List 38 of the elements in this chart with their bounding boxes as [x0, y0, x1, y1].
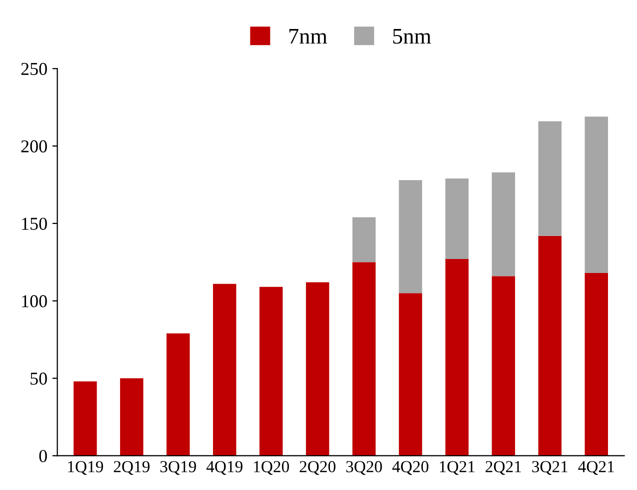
bar: [492, 172, 516, 276]
y-tick-label: 100: [22, 295, 47, 308]
bar: [352, 217, 376, 262]
y-tick-label: 0: [39, 450, 47, 462]
bar: [166, 333, 190, 456]
bar: [584, 116, 608, 273]
x-tick-label: 1Q21: [440, 461, 474, 475]
y-tick-label: 150: [22, 218, 47, 230]
x-tick-label: 2Q20: [300, 461, 336, 475]
bar: [538, 121, 562, 236]
bar: [445, 259, 469, 456]
bar: [538, 236, 562, 456]
legend-label: 7nm: [289, 29, 328, 44]
x-tick-label: 3Q21: [532, 461, 568, 475]
legend-label: 5nm: [393, 29, 432, 44]
bar: [445, 178, 469, 260]
bar: [213, 284, 236, 456]
x-tick-label: 1Q19: [68, 461, 104, 475]
x-tick-label: 3Q20: [346, 461, 382, 475]
bar: [352, 262, 376, 456]
x-tick-label: 4Q19: [206, 461, 242, 475]
y-tick-label: 50: [30, 372, 47, 385]
bar: [398, 180, 422, 294]
bar: [306, 282, 330, 456]
x-tick-label: 2Q21: [486, 461, 521, 475]
x-tick-label: 4Q21: [578, 461, 614, 475]
bar: [492, 276, 516, 456]
bar: [584, 272, 608, 456]
bar: [259, 286, 283, 456]
x-tick-label: 3Q19: [160, 461, 196, 475]
x-tick-label: 1Q20: [254, 461, 289, 475]
x-tick-label: 2Q19: [114, 461, 150, 475]
y-tick-label: 250: [21, 62, 47, 76]
bar: [398, 293, 422, 456]
bar: [74, 381, 97, 456]
bar: [120, 378, 144, 456]
x-tick-label: 4Q20: [392, 461, 428, 475]
y-tick-label: 200: [21, 140, 47, 152]
